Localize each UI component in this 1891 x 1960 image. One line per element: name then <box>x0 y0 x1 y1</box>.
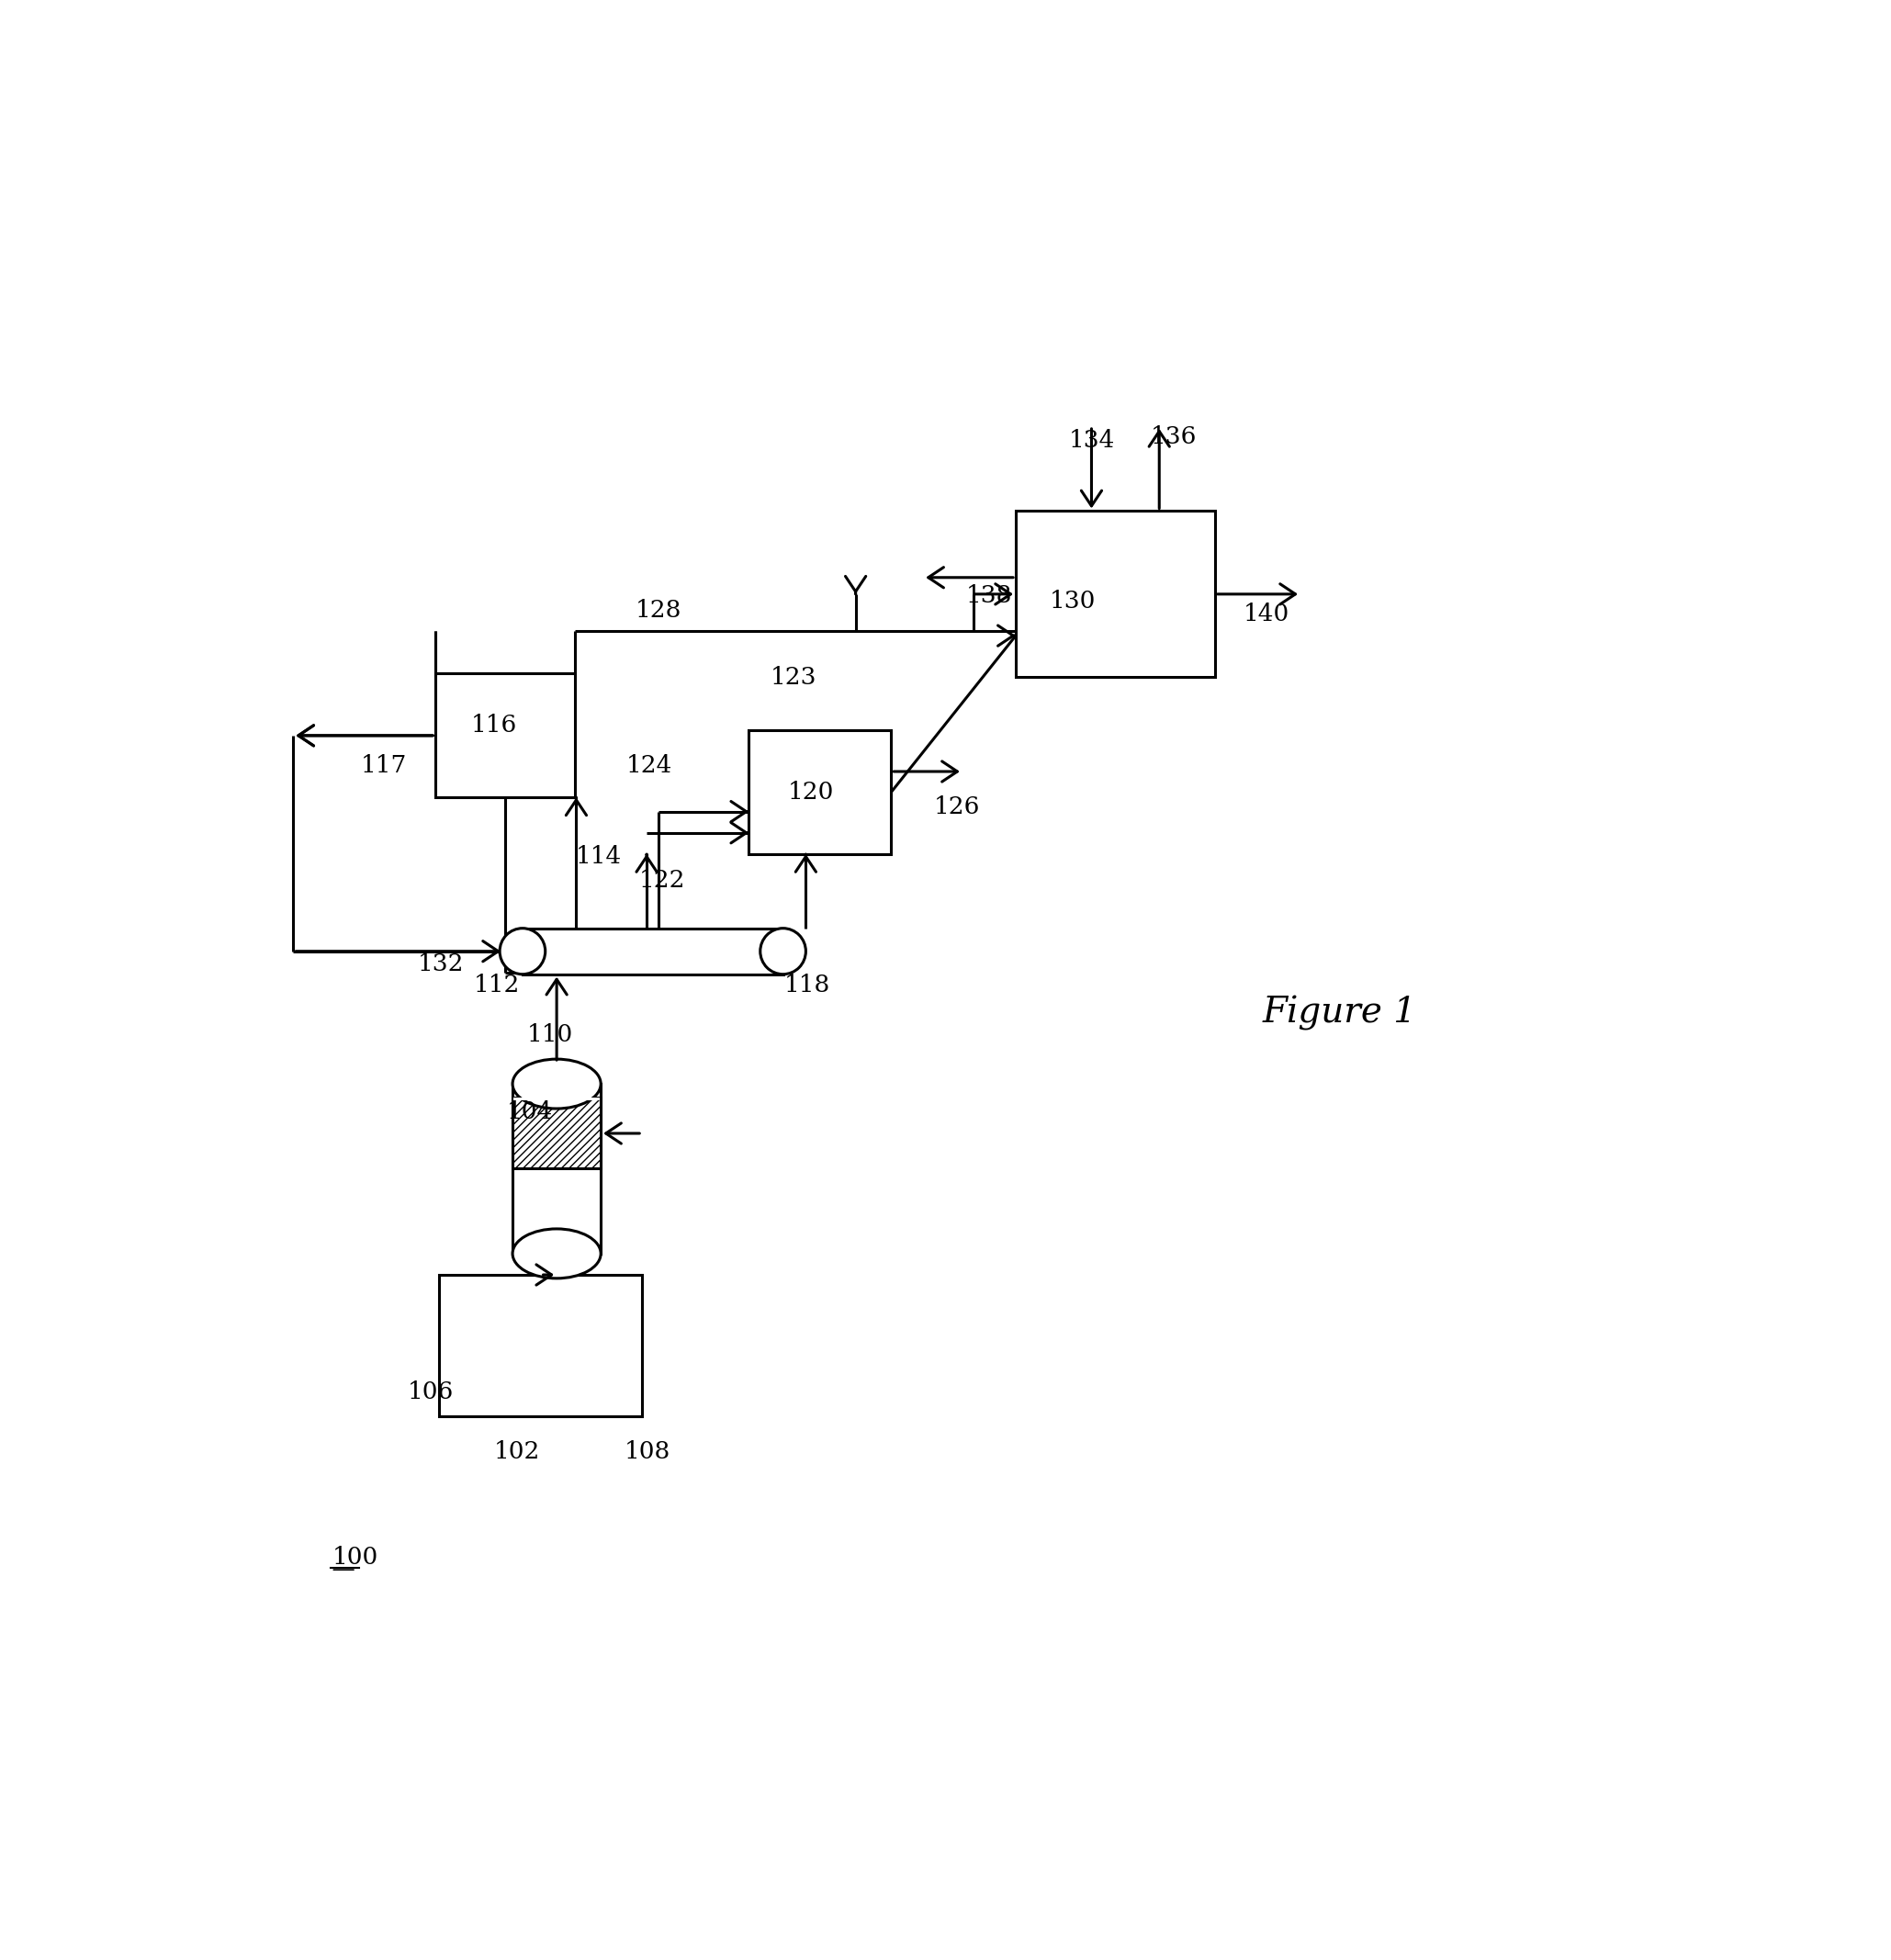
Text: Figure 1: Figure 1 <box>1263 996 1416 1031</box>
Bar <box>512 1098 599 1100</box>
Text: 116: 116 <box>471 713 518 737</box>
Bar <box>512 1084 601 1254</box>
Text: 114: 114 <box>575 845 622 868</box>
Text: 122: 122 <box>639 868 686 892</box>
Text: 136: 136 <box>1152 425 1197 449</box>
Text: 100: 100 <box>333 1546 378 1570</box>
Ellipse shape <box>760 929 806 974</box>
Text: 104: 104 <box>507 1102 552 1123</box>
Text: 117: 117 <box>361 755 407 776</box>
Text: 126: 126 <box>934 796 980 817</box>
Bar <box>1015 512 1216 678</box>
Text: 112: 112 <box>475 974 520 996</box>
Text: 134: 134 <box>1068 429 1116 451</box>
Bar <box>439 1274 643 1417</box>
Text: 138: 138 <box>966 584 1012 608</box>
Ellipse shape <box>499 929 545 974</box>
Bar <box>749 731 891 855</box>
Text: 108: 108 <box>624 1441 671 1462</box>
Text: 124: 124 <box>626 755 673 776</box>
Text: 102: 102 <box>494 1441 541 1462</box>
Bar <box>522 929 783 974</box>
Bar <box>435 674 575 798</box>
Text: 110: 110 <box>528 1023 573 1047</box>
Text: 123: 123 <box>770 666 817 688</box>
Text: 140: 140 <box>1244 602 1290 625</box>
Ellipse shape <box>512 1229 601 1278</box>
Text: 128: 128 <box>635 598 681 621</box>
Text: 106: 106 <box>407 1380 454 1403</box>
Text: 130: 130 <box>1050 590 1097 613</box>
Ellipse shape <box>512 1058 601 1109</box>
Text: 132: 132 <box>418 953 465 976</box>
Bar <box>512 1098 601 1168</box>
Text: 120: 120 <box>789 780 834 804</box>
Text: 118: 118 <box>785 974 830 996</box>
